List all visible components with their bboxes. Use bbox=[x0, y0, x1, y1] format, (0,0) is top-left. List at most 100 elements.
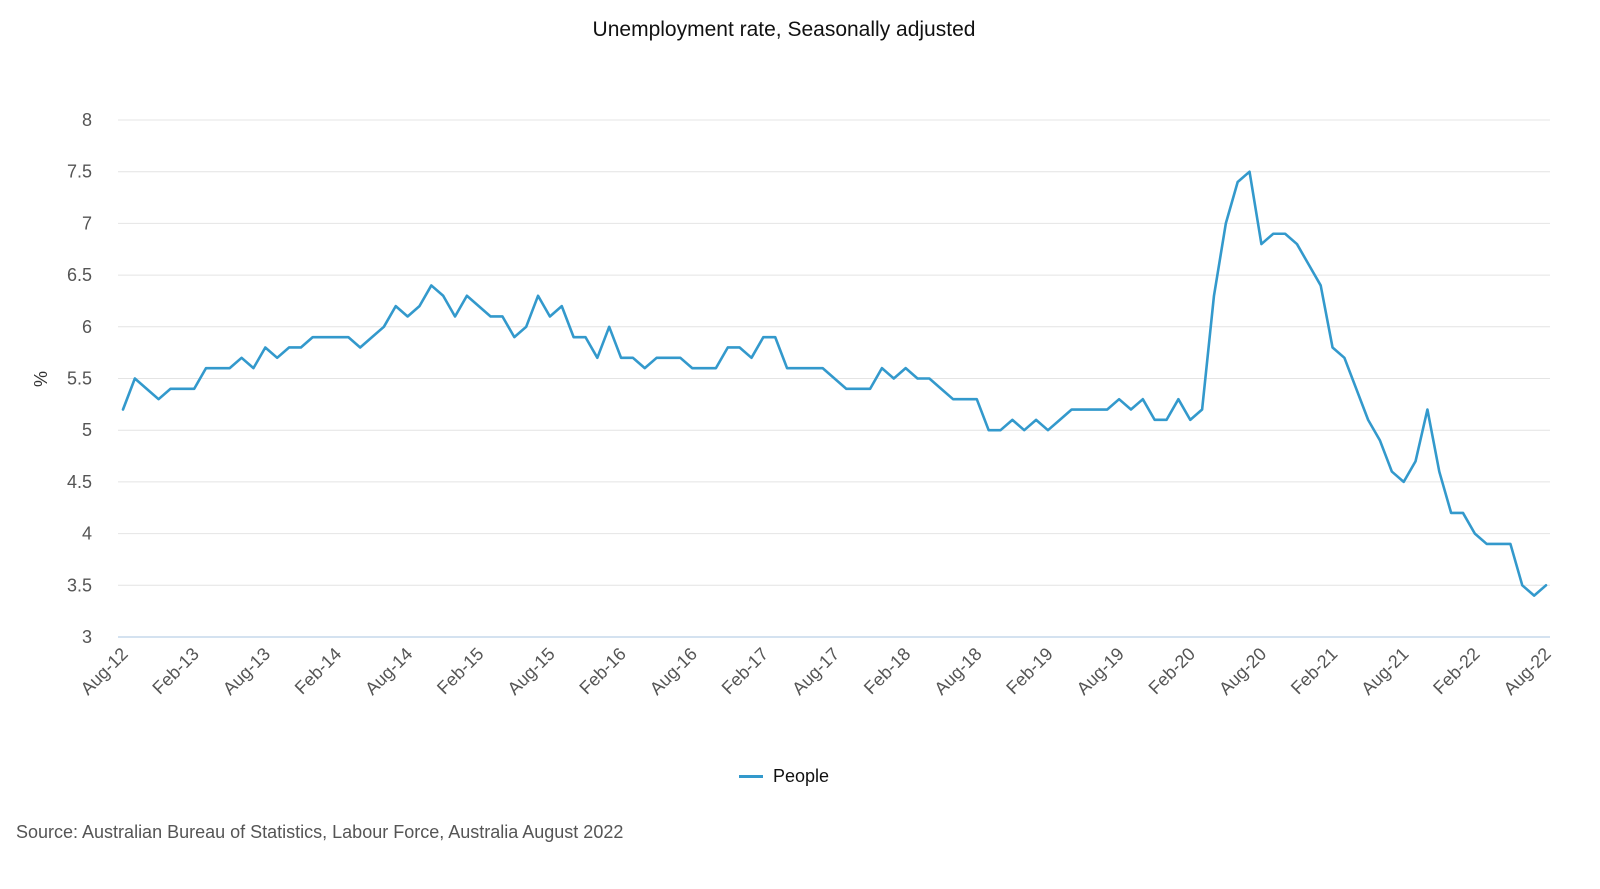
x-tick-label: Feb-16 bbox=[575, 644, 629, 698]
data-point bbox=[1485, 542, 1489, 546]
data-point bbox=[477, 304, 481, 308]
data-point bbox=[1414, 459, 1418, 463]
y-tick-label: 4.5 bbox=[67, 472, 92, 492]
legend-item-people: People bbox=[738, 766, 830, 787]
x-tick-label: Feb-21 bbox=[1287, 644, 1341, 698]
data-point bbox=[1046, 428, 1050, 432]
data-point bbox=[1224, 221, 1228, 225]
data-point bbox=[1497, 542, 1501, 546]
data-point bbox=[1236, 180, 1240, 184]
data-point bbox=[749, 356, 753, 360]
data-point bbox=[358, 345, 362, 349]
y-tick-label: 4 bbox=[82, 524, 92, 544]
data-point bbox=[417, 304, 421, 308]
data-point bbox=[145, 387, 149, 391]
x-tick-label: Aug-21 bbox=[1357, 644, 1412, 699]
data-point bbox=[263, 345, 267, 349]
data-point bbox=[1212, 294, 1216, 298]
data-point bbox=[809, 366, 813, 370]
data-point bbox=[999, 428, 1003, 432]
legend: People bbox=[0, 766, 1568, 787]
data-point bbox=[429, 283, 433, 287]
data-point bbox=[133, 377, 137, 381]
data-point bbox=[1082, 408, 1086, 412]
data-point bbox=[1271, 232, 1275, 236]
data-point bbox=[1295, 242, 1299, 246]
data-point bbox=[844, 387, 848, 391]
data-point bbox=[1354, 387, 1358, 391]
data-point bbox=[939, 387, 943, 391]
data-point bbox=[1022, 428, 1026, 432]
data-point bbox=[299, 345, 303, 349]
data-point bbox=[619, 356, 623, 360]
data-point bbox=[512, 335, 516, 339]
data-point bbox=[1093, 408, 1097, 412]
data-point bbox=[702, 366, 706, 370]
data-point bbox=[1331, 345, 1335, 349]
data-point bbox=[1544, 583, 1548, 587]
data-point bbox=[761, 335, 765, 339]
x-tick-label: Feb-20 bbox=[1145, 644, 1199, 698]
data-point bbox=[1188, 418, 1192, 422]
data-point bbox=[489, 314, 493, 318]
data-point bbox=[880, 366, 884, 370]
data-point bbox=[548, 314, 552, 318]
data-point bbox=[1200, 408, 1204, 412]
legend-label: People bbox=[772, 766, 830, 786]
data-point bbox=[1449, 511, 1453, 515]
x-tick-label: Aug-19 bbox=[1073, 644, 1128, 699]
data-point bbox=[180, 387, 184, 391]
y-tick-label: 5 bbox=[82, 420, 92, 440]
x-tick-label: Aug-22 bbox=[1500, 644, 1555, 699]
data-point bbox=[904, 366, 908, 370]
data-point bbox=[1532, 594, 1536, 598]
x-tick-label: Feb-18 bbox=[860, 644, 914, 698]
data-point bbox=[323, 335, 327, 339]
x-tick-label: Aug-16 bbox=[646, 644, 701, 699]
data-point bbox=[1153, 418, 1157, 422]
data-point bbox=[916, 377, 920, 381]
x-tick-label: Aug-13 bbox=[219, 644, 274, 699]
y-tick-label: 7.5 bbox=[67, 162, 92, 182]
chart-title: Unemployment rate, Seasonally adjusted bbox=[592, 18, 976, 41]
data-point bbox=[975, 397, 979, 401]
data-point bbox=[797, 366, 801, 370]
data-point bbox=[1402, 480, 1406, 484]
data-point bbox=[1248, 170, 1252, 174]
data-point bbox=[1508, 542, 1512, 546]
x-tick-label: Aug-12 bbox=[77, 644, 132, 699]
data-point bbox=[595, 356, 599, 360]
data-point bbox=[868, 387, 872, 391]
data-point bbox=[951, 397, 955, 401]
data-point bbox=[394, 304, 398, 308]
data-point bbox=[1307, 263, 1311, 267]
data-point bbox=[690, 366, 694, 370]
y-axis-title: % bbox=[31, 371, 51, 387]
x-tick-label: Feb-22 bbox=[1429, 644, 1483, 698]
data-point bbox=[773, 335, 777, 339]
y-tick-label: 5.5 bbox=[67, 369, 92, 389]
data-point bbox=[1390, 470, 1394, 474]
data-point bbox=[1070, 408, 1074, 412]
x-tick-label: Aug-18 bbox=[930, 644, 985, 699]
data-point bbox=[216, 366, 220, 370]
data-point bbox=[1141, 397, 1145, 401]
data-point bbox=[157, 397, 161, 401]
data-point bbox=[1378, 439, 1382, 443]
data-point bbox=[1461, 511, 1465, 515]
legend-swatch bbox=[738, 775, 763, 778]
data-point bbox=[251, 366, 255, 370]
source-note: Source: Australian Bureau of Statistics,… bbox=[16, 822, 624, 842]
gridlines bbox=[118, 119, 1550, 638]
data-point bbox=[346, 335, 350, 339]
data-point bbox=[785, 366, 789, 370]
data-point bbox=[1283, 232, 1287, 236]
series-layer bbox=[121, 170, 1548, 598]
data-point bbox=[572, 335, 576, 339]
data-point bbox=[833, 377, 837, 381]
data-point bbox=[406, 314, 410, 318]
y-tick-label: 6.5 bbox=[67, 265, 92, 285]
x-tick-label: Feb-13 bbox=[148, 644, 202, 698]
data-point bbox=[963, 397, 967, 401]
